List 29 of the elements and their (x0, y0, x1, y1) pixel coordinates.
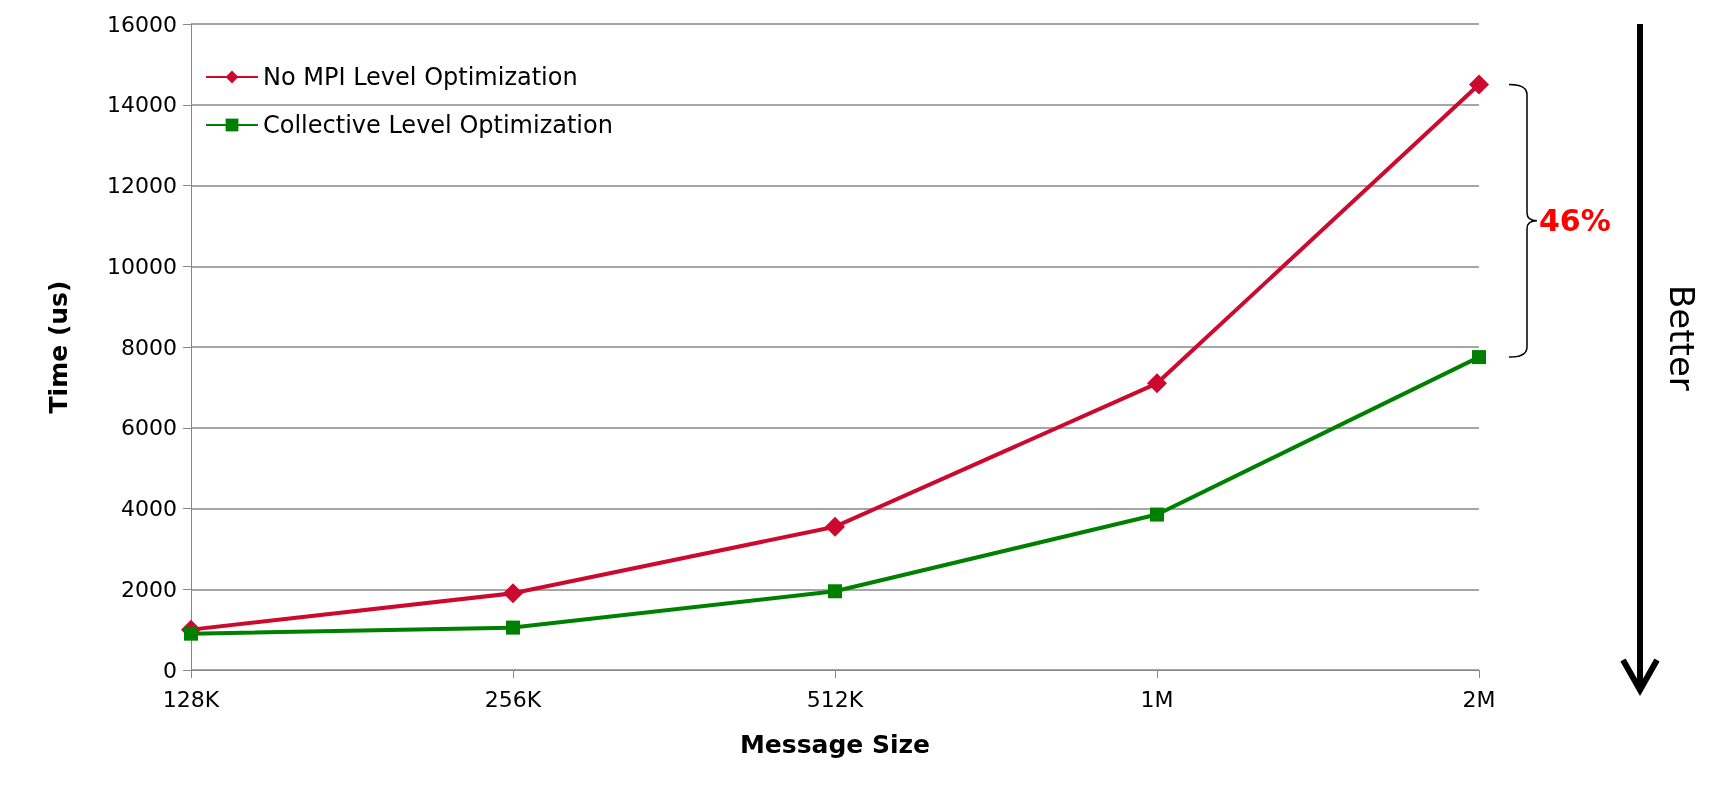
point (828, 584, 842, 599)
point (506, 620, 520, 635)
x-tick-label: 256K (484, 686, 542, 712)
y-tick-label: 2000 (121, 576, 177, 602)
point (1469, 74, 1489, 95)
legend-label: Collective Level Optimization (263, 111, 613, 139)
y-tick-label: 14000 (107, 92, 177, 118)
point (825, 516, 845, 537)
y-tick-label: 0 (163, 657, 177, 683)
point (184, 626, 198, 641)
x-tick-label: 2M (1462, 686, 1496, 712)
y-axis-title: Time (us) (44, 280, 73, 414)
point (1472, 350, 1486, 365)
y-tick-label: 6000 (121, 415, 177, 441)
point (1150, 507, 1164, 522)
text: Better (1662, 285, 1702, 391)
text: 46% (1539, 201, 1611, 240)
point (503, 583, 523, 604)
y-tick-label: 10000 (107, 253, 177, 279)
x-axis-title: Message Size (739, 730, 931, 759)
point (1147, 373, 1167, 394)
legend-label: No MPI Level Optimization (263, 63, 578, 91)
y-tick-label: 8000 (121, 334, 177, 360)
x-tick-label: 1M (1140, 686, 1174, 712)
x-tick-label: 512K (806, 686, 864, 712)
y-tick-label: 16000 (107, 11, 177, 37)
x-tick-label: 128K (162, 686, 220, 712)
y-tick-label: 12000 (107, 173, 177, 198)
y-tick-label: 4000 (121, 496, 177, 521)
